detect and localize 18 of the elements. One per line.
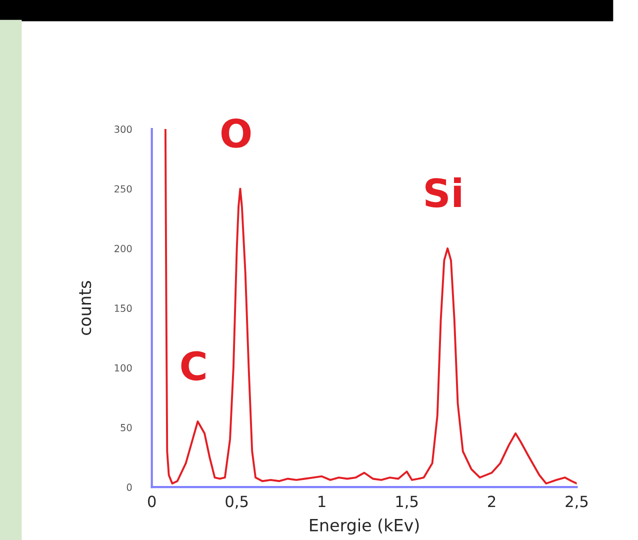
x-tick-label: 1,5 xyxy=(396,496,418,509)
x-tick-label: 0,5 xyxy=(226,496,248,509)
y-tick-label: 300 xyxy=(114,126,132,133)
y-tick-label: 0 xyxy=(126,484,132,491)
x-tick-label: 1 xyxy=(318,496,326,508)
annotation: Si xyxy=(426,177,461,208)
y-tick-label: 200 xyxy=(114,244,132,252)
y-tick-label: 250 xyxy=(114,185,132,193)
y-tick-label: 150 xyxy=(114,304,132,312)
x-tick-label: 2,5 xyxy=(566,496,588,509)
annotation: O xyxy=(221,118,251,148)
x-axis-title: Energie (kEv) xyxy=(310,518,419,535)
y-tick-label: 50 xyxy=(120,424,132,432)
annotation: C xyxy=(181,351,206,381)
x-tick-label: 2 xyxy=(488,496,496,508)
x-tick-label: 0 xyxy=(148,496,156,508)
y-axis-title: counts xyxy=(79,281,92,335)
y-tick-label: 100 xyxy=(114,364,132,372)
